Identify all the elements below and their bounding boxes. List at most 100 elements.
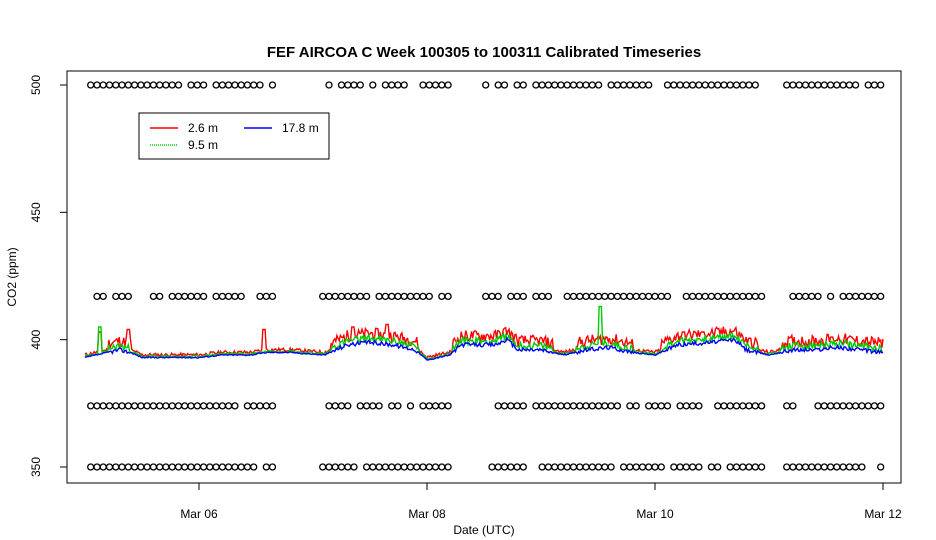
reference-marker — [168, 292, 176, 301]
reference-marker — [626, 292, 634, 301]
reference-marker — [199, 292, 208, 301]
reference-marker — [174, 402, 183, 410]
reference-marker — [676, 402, 684, 410]
reference-marker — [551, 81, 559, 89]
reference-marker — [425, 292, 433, 301]
reference-marker — [400, 463, 408, 471]
series-line-9-5m — [84, 305, 884, 361]
reference-marker — [601, 463, 609, 471]
reference-marker — [381, 81, 390, 89]
reference-marker — [707, 463, 716, 471]
reference-marker — [162, 81, 170, 89]
reference-marker — [594, 402, 603, 410]
reference-marker — [356, 292, 364, 301]
reference-marker — [212, 81, 220, 89]
reference-marker — [212, 402, 220, 410]
reference-marker — [425, 402, 433, 410]
reference-marker — [745, 81, 753, 89]
reference-marker — [218, 463, 227, 471]
reference-marker — [732, 81, 741, 89]
reference-marker — [400, 292, 408, 301]
reference-marker — [337, 463, 346, 471]
series-lines — [84, 305, 884, 361]
reference-marker — [739, 81, 747, 89]
reference-marker — [569, 463, 578, 471]
reference-marker — [331, 402, 339, 410]
reference-marker — [224, 292, 233, 301]
reference-marker — [199, 402, 208, 410]
reference-marker — [601, 292, 609, 301]
reference-marker — [851, 292, 860, 301]
reference-marker — [381, 463, 390, 471]
reference-marker — [162, 402, 170, 410]
reference-marker — [563, 292, 571, 301]
reference-marker — [601, 402, 609, 410]
reference-marker — [576, 292, 584, 301]
reference-marker — [224, 402, 233, 410]
reference-marker — [444, 292, 452, 301]
reference-marker — [394, 402, 402, 410]
reference-marker — [544, 81, 553, 89]
reference-marker — [419, 292, 427, 301]
reference-marker — [732, 292, 741, 301]
reference-marker — [877, 463, 885, 471]
reference-marker — [500, 402, 509, 410]
reference-marker — [826, 81, 835, 89]
reference-marker — [193, 292, 201, 301]
reference-marker — [688, 463, 697, 471]
reference-marker — [820, 81, 828, 89]
reference-marker — [613, 292, 622, 301]
reference-marker — [337, 402, 346, 410]
reference-marker — [814, 463, 822, 471]
reference-marker — [845, 292, 854, 301]
reference-marker — [231, 463, 239, 471]
reference-marker — [406, 402, 415, 410]
reference-marker — [663, 292, 672, 301]
reference-marker — [231, 402, 239, 410]
reference-marker — [87, 81, 95, 89]
x-tick-label: Mar 08 — [408, 507, 446, 521]
reference-marker — [877, 292, 885, 301]
reference-marker — [388, 402, 396, 410]
reference-marker — [682, 463, 690, 471]
reference-marker — [187, 292, 195, 301]
legend-box — [138, 112, 330, 160]
reference-marker — [676, 81, 684, 89]
reference-marker — [218, 402, 227, 410]
reference-marker — [344, 463, 352, 471]
reference-marker — [187, 463, 195, 471]
reference-marker — [551, 463, 559, 471]
reference-marker — [118, 292, 126, 301]
reference-marker — [795, 292, 803, 301]
reference-marker — [833, 402, 841, 410]
reference-marker — [657, 402, 665, 410]
legend-label: 17.8 m — [282, 121, 319, 135]
reference-marker — [519, 402, 527, 410]
reference-marker — [431, 81, 440, 89]
reference-marker — [99, 292, 107, 301]
reference-marker — [688, 292, 697, 301]
reference-marker — [757, 463, 766, 471]
reference-marker — [206, 463, 214, 471]
y-tick-label: 350 — [29, 457, 43, 477]
reference-marker — [237, 463, 245, 471]
reference-marker — [494, 292, 502, 301]
reference-marker — [714, 292, 722, 301]
reference-marker — [444, 402, 452, 410]
reference-marker — [513, 292, 521, 301]
reference-marker — [588, 292, 596, 301]
reference-marker — [444, 81, 452, 89]
reference-marker — [858, 292, 866, 301]
reference-marker — [594, 463, 603, 471]
reference-marker — [582, 463, 590, 471]
reference-marker — [745, 402, 753, 410]
reference-marker — [814, 81, 822, 89]
reference-marker — [814, 402, 822, 410]
reference-marker — [394, 463, 402, 471]
reference-marker — [826, 402, 835, 410]
reference-marker — [670, 463, 678, 471]
reference-marker — [381, 292, 390, 301]
reference-marker — [388, 81, 396, 89]
reference-marker — [826, 463, 835, 471]
reference-marker — [93, 81, 101, 89]
